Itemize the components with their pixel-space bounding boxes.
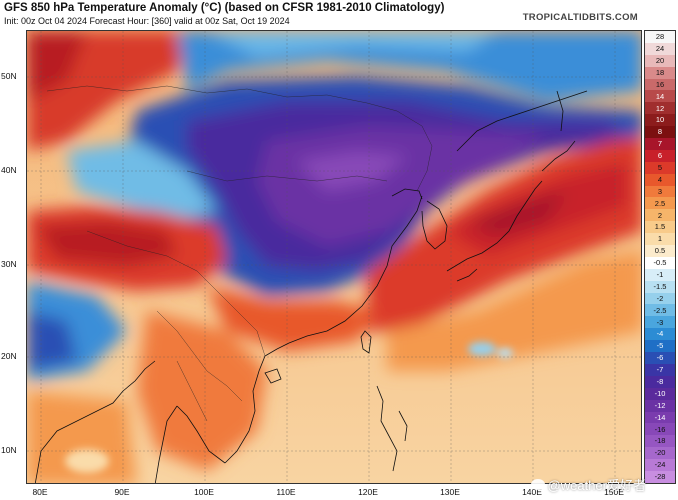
colorbar-level: -28 — [645, 470, 675, 483]
cool-spot-philippine-sea — [468, 342, 496, 356]
colorbar-level: 18 — [645, 66, 675, 79]
colorbar-level: 2 — [645, 209, 675, 222]
lat-label-40n: 40N — [1, 165, 17, 175]
anomaly-map-svg — [27, 31, 641, 483]
colorbar-level: -1.5 — [645, 280, 675, 293]
lon-label-150e: 150E — [604, 487, 624, 497]
anomaly-map — [26, 30, 642, 484]
colorbar-level: 12 — [645, 102, 675, 115]
colorbar-level: -2 — [645, 292, 675, 305]
colorbar-level: -1 — [645, 268, 675, 281]
brand-label: TROPICALTIDBITS.COM — [522, 12, 638, 23]
colorbar-level: 16 — [645, 78, 675, 91]
colorbar-level: 4 — [645, 173, 675, 186]
lon-label-100e: 100E — [194, 487, 214, 497]
lon-label-140e: 140E — [522, 487, 542, 497]
colorbar-level: -2.5 — [645, 304, 675, 317]
colorbar-level: 0.5 — [645, 245, 675, 257]
colorbar-level: 28 — [645, 31, 675, 43]
watermark: @weather爱好者 — [530, 475, 646, 494]
lon-label-80e: 80E — [32, 487, 48, 497]
colorbar-level: 8 — [645, 126, 675, 139]
country-borders — [46, 85, 433, 422]
colorbar-level: 10 — [645, 114, 675, 127]
colorbar-level: -12 — [645, 399, 675, 412]
colorbar-level: -3 — [645, 316, 675, 329]
colorbar-level: 2.5 — [645, 197, 675, 210]
colorbar-level: 1 — [645, 233, 675, 246]
colorbar-level: -6 — [645, 352, 675, 364]
colorbar-level: -0.5 — [645, 256, 675, 269]
colorbar-level: -24 — [645, 459, 675, 471]
coastlines — [34, 90, 588, 483]
colorbar-level: 24 — [645, 42, 675, 55]
colorbar-level: -8 — [645, 375, 675, 388]
map-subtitle: Init: 00z Oct 04 2024 Forecast Hour: [36… — [4, 16, 290, 26]
colorbar-level: -20 — [645, 447, 675, 460]
lon-label-130e: 130E — [440, 487, 460, 497]
colorbar-level: 14 — [645, 90, 675, 103]
colorbar-level: -5 — [645, 340, 675, 353]
lon-label-110e: 110E — [276, 487, 296, 497]
lat-label-50n: 50N — [1, 71, 17, 81]
colorbar-level: 3 — [645, 185, 675, 198]
colorbar-level: -18 — [645, 435, 675, 448]
lon-label-120e: 120E — [358, 487, 378, 497]
indochina-warm-area — [137, 311, 267, 471]
lat-label-10n: 10N — [1, 445, 17, 455]
colorbar-level: 1.5 — [645, 221, 675, 234]
colorbar-level: -10 — [645, 387, 675, 400]
lat-label-20n: 20N — [1, 351, 17, 361]
lon-label-90e: 90E — [114, 487, 130, 497]
lat-label-30n: 30N — [1, 259, 17, 269]
colorbar-level: 5 — [645, 161, 675, 174]
colorbar-level: -4 — [645, 328, 675, 341]
watermark-text: @weather爱好者 — [547, 478, 646, 493]
colorbar-level: -7 — [645, 363, 675, 376]
colorbar-level: -16 — [645, 423, 675, 436]
map-title: GFS 850 hPa Temperature Anomaly (°C) (ba… — [4, 2, 445, 14]
weibo-icon — [530, 479, 545, 490]
colorbar-legend: 28 24 20 18 16 14 12 10 8 7 6 5 4 3 2.5 2 1.5 1 0.5 -0.5 -1-… — [644, 30, 676, 484]
colorbar-level: -14 — [645, 411, 675, 424]
colorbar-level: 20 — [645, 54, 675, 67]
colorbar-level: 6 — [645, 149, 675, 162]
colorbar-level: 7 — [645, 138, 675, 150]
